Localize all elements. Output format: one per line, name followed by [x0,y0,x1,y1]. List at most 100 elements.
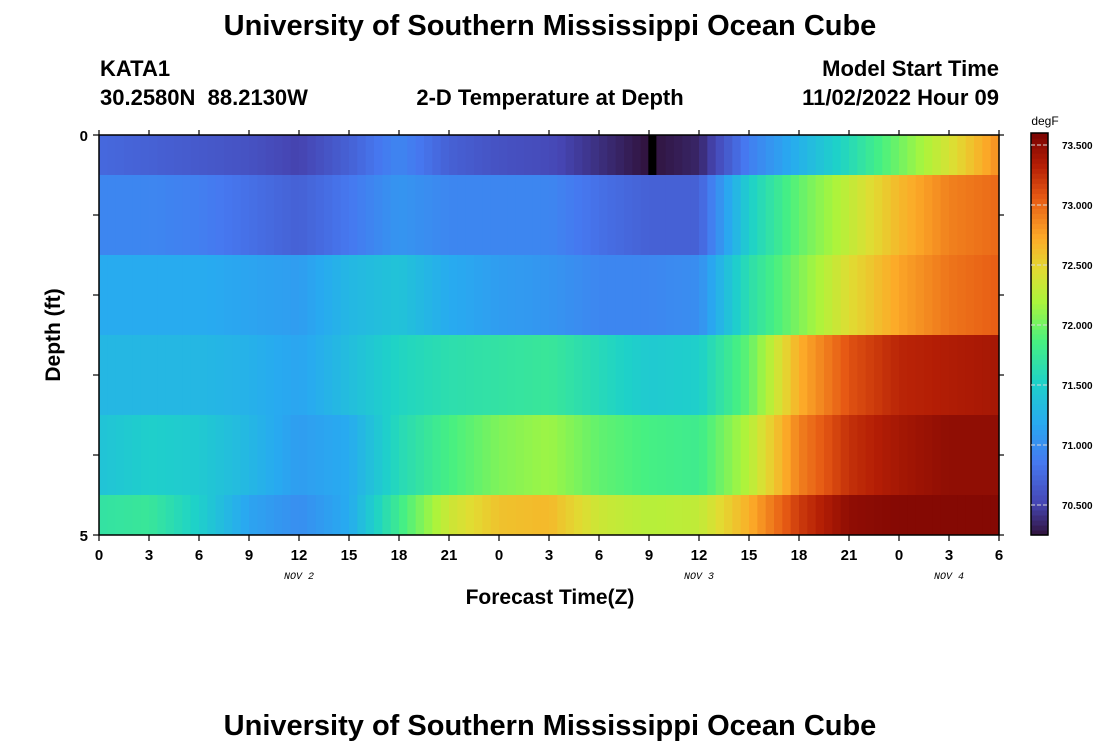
heatmap-cell [232,135,242,175]
heatmap-cell [349,255,358,335]
heatmap-cell [157,495,167,535]
heatmap-cell [607,175,617,255]
heatmap-cell [940,415,950,495]
heatmap-cell [232,175,242,255]
heatmap-cell [465,415,475,495]
heatmap-cell [657,255,667,335]
page-title: University of Southern Mississippi Ocean… [224,10,877,42]
heatmap-cell [349,175,358,255]
heatmap-cell [157,415,167,495]
heatmap-cell [340,495,350,535]
heatmap-cell [515,335,525,415]
heatmap-cell [499,135,508,175]
heatmap-cell [107,135,117,175]
colorbar-segment [1031,188,1048,194]
heatmap-cell [482,255,492,335]
heatmap-cell [632,255,642,335]
heatmap-cell [449,255,458,335]
heatmap-cell [265,255,275,335]
heatmap-cell [332,255,342,335]
heatmap-cell [899,335,908,415]
heatmap-cell [874,175,883,255]
heatmap-cell [924,255,933,335]
colorbar-segment [1031,429,1048,436]
heatmap-cell [915,135,925,175]
x-tick-label: 6 [595,547,603,564]
heatmap-cell [782,135,792,175]
heatmap-cell [532,495,542,535]
heatmap-cell [199,415,208,495]
heatmap-cell [957,255,967,335]
x-axis: 0 3 6 9 12 15 18 21 0 3 6 9 12 15 18 21 0 3 6 NOV 2 NOV 3 NOV… [95,130,1003,583]
colorbar-segment [1031,278,1048,285]
heatmap-cell [940,135,950,175]
heatmap-cell [415,135,425,175]
y-tick-label: 0 [80,128,88,145]
heatmap-cell [532,175,542,255]
heatmap-cell [815,255,825,335]
heatmap-cell [282,415,292,495]
colorbar-segment [1031,158,1048,164]
heatmap-cell [374,255,383,335]
heatmap-cell [182,175,192,255]
heatmap-cell [507,495,517,535]
heatmap-cell [549,175,558,255]
heatmap-cell [240,335,250,415]
heatmap-cell [149,495,158,535]
heatmap-cell [415,415,425,495]
heatmap-cell [574,135,583,175]
colorbar-segment [1031,228,1048,235]
heatmap-cell [774,135,783,175]
heatmap-cell [965,495,975,535]
heatmap-cell [840,415,850,495]
x-tick-label: 21 [441,547,458,564]
heatmap-cell [249,415,258,495]
heatmap-cell [757,415,767,495]
heatmap-cell [349,415,358,495]
heatmap-cell [99,255,108,335]
heatmap-cell [390,495,400,535]
heatmap-cell [515,255,525,335]
heatmap-cell [557,175,567,255]
heatmap-cell [915,415,925,495]
heatmap-cell [799,495,808,535]
heatmap-cell [715,175,725,255]
heatmap-cell [832,415,842,495]
heatmap-cell [699,495,708,535]
heatmap-cell [865,255,875,335]
heatmap-cell [924,135,933,175]
heatmap-cell [382,175,392,255]
heatmap-cell [174,335,183,415]
heatmap-cell [215,495,225,535]
heatmap-cell [365,175,375,255]
heatmap-cell [449,415,458,495]
heatmap-cell [257,175,267,255]
heatmap-cell [982,135,992,175]
heatmap-cell [990,415,1000,495]
colorbar-segment [1031,469,1048,476]
heatmap-cell [865,335,875,415]
heatmap-cell [607,255,617,335]
heatmap-cell [499,255,508,335]
heatmap-cell [682,255,692,335]
heatmap-cell [524,415,533,495]
heatmap-cell [799,335,808,415]
heatmap-cell [632,415,642,495]
heatmap-cell [657,495,667,535]
heatmap-cell [882,175,892,255]
colorbar-segment [1031,233,1048,240]
heatmap-cell [215,415,225,495]
heatmap-cell [849,495,858,535]
heatmap-cell [365,255,375,335]
colorbar-segment [1031,173,1048,179]
heatmap-cell [507,335,517,415]
heatmap-cell [265,415,275,495]
heatmap-cell [582,175,592,255]
colorbar-segment [1031,334,1048,340]
heatmap-cell [332,175,342,255]
colorbar-segment [1031,273,1048,280]
heatmap-cell [440,415,450,495]
heatmap-cell [990,335,1000,415]
colorbar-segment [1031,203,1048,209]
heatmap-cell [157,175,167,255]
